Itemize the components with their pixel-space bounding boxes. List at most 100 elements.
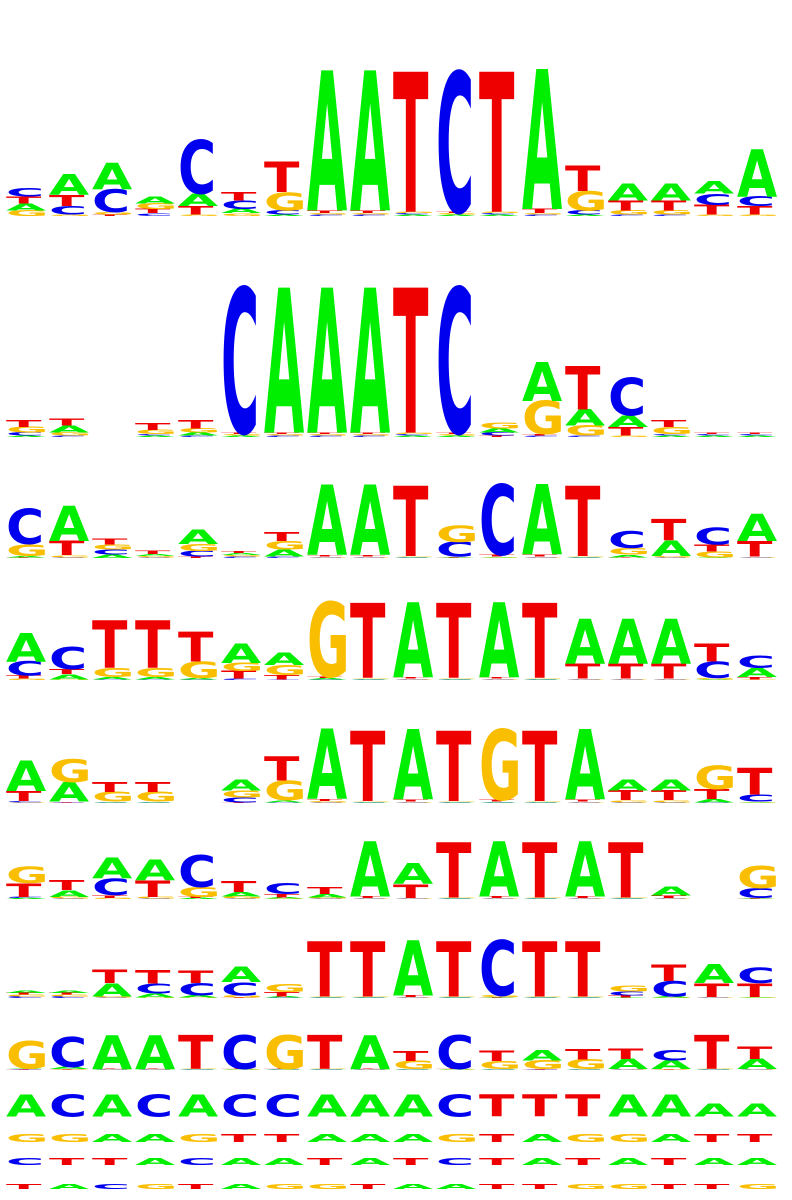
base-c: C — [49, 204, 87, 217]
base-a: A — [737, 506, 777, 550]
base-a: A — [436, 898, 477, 899]
base-a: A — [522, 898, 563, 899]
base-c: C — [307, 1069, 345, 1070]
base-a: A — [694, 1100, 734, 1121]
base-c: C — [264, 997, 302, 998]
base-a: A — [436, 435, 477, 437]
base-a: A — [350, 679, 391, 680]
base-a: A — [49, 990, 90, 994]
base-t: T — [135, 1069, 170, 1070]
base-t: T — [694, 786, 730, 802]
base-c: C — [135, 557, 173, 558]
logo-column: T — [479, 1132, 515, 1145]
base-a: A — [522, 997, 563, 998]
base-c: C — [307, 435, 345, 437]
base-t: T — [6, 418, 42, 430]
base-g: G — [6, 425, 49, 434]
logo-column: G — [49, 1132, 92, 1145]
base-t: T — [393, 468, 429, 580]
base-g: G — [393, 678, 436, 679]
base-c: C — [522, 898, 560, 899]
base-c: C — [694, 1069, 732, 1070]
base-t: T — [565, 468, 601, 580]
base-g: G — [522, 556, 565, 557]
base-t: T — [221, 550, 256, 553]
base-a: A — [479, 582, 519, 702]
base-c: C — [565, 802, 603, 803]
base-g: G — [608, 800, 651, 803]
logo-column: C — [92, 1183, 130, 1191]
base-g: G — [436, 522, 479, 547]
base-t: T — [350, 555, 385, 557]
base-a: A — [92, 554, 133, 560]
base-t: T — [737, 980, 773, 1002]
logo-column: C — [436, 1156, 474, 1167]
base-g: G — [651, 1069, 694, 1070]
base-c: C — [694, 657, 732, 683]
base-t: T — [135, 420, 171, 432]
base-g: G — [307, 897, 350, 899]
base-c: C — [6, 658, 44, 680]
base-a: A — [436, 1183, 477, 1191]
base-c: C — [436, 249, 474, 480]
base-g: G — [135, 997, 178, 998]
base-c: C — [6, 1156, 44, 1167]
base-a: A — [393, 435, 434, 437]
base-c: C — [393, 898, 431, 899]
base-c: C — [522, 435, 560, 437]
base-c: C — [608, 1069, 646, 1070]
base-c: C — [737, 793, 775, 804]
base-a: A — [49, 497, 90, 553]
base-c: C — [307, 214, 345, 216]
base-c: C — [608, 528, 646, 554]
logo-column: C — [49, 1089, 87, 1124]
base-t: T — [264, 432, 299, 434]
base-c: C — [49, 898, 87, 899]
base-c: C — [651, 214, 689, 216]
base-c: C — [608, 368, 646, 428]
base-c: C — [522, 1069, 560, 1070]
base-g: G — [178, 884, 221, 900]
base-c: C — [49, 802, 87, 803]
base-g: G — [565, 1183, 608, 1191]
base-t: T — [608, 557, 643, 558]
base-g: G — [651, 678, 694, 679]
base-g: G — [651, 556, 694, 558]
base-a: A — [135, 1025, 175, 1080]
logo-column: A — [651, 1089, 691, 1124]
base-t: T — [608, 995, 643, 999]
base-t: T — [565, 355, 600, 424]
base-g: G — [393, 211, 436, 213]
logo-column: G — [565, 1132, 608, 1145]
logo-column: G — [135, 1183, 178, 1191]
base-a: A — [135, 553, 176, 556]
base-t: T — [178, 624, 213, 671]
base-a: A — [608, 997, 649, 998]
base-g: G — [6, 994, 49, 997]
base-g: G — [6, 863, 49, 889]
base-t: T — [178, 556, 213, 558]
logo-column: A — [608, 1089, 648, 1124]
base-c: C — [651, 802, 689, 803]
base-g: G — [92, 211, 135, 215]
base-t: T — [350, 432, 385, 434]
base-a: A — [221, 435, 262, 437]
base-g: G — [393, 898, 436, 899]
base-c: C — [565, 997, 603, 998]
base-t: T — [6, 789, 42, 805]
base-g: G — [221, 788, 264, 799]
